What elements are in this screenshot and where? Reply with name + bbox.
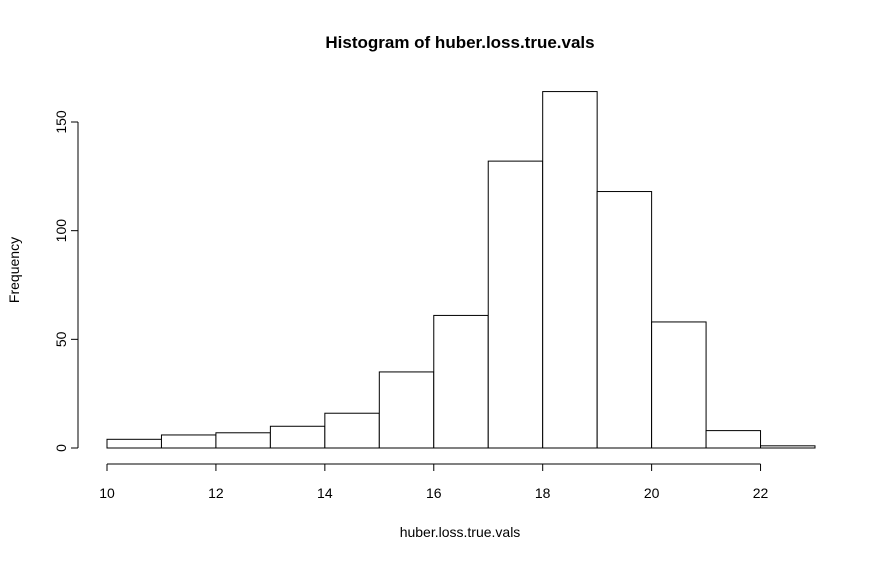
x-tick-label-14: 14 [317, 485, 333, 501]
histogram-bar-9 [596, 191, 653, 449]
y-tick-label-0: 0 [53, 444, 69, 452]
histogram-bar-5 [378, 371, 435, 449]
y-tick-label-150: 150 [53, 110, 69, 134]
y-axis: 0 50 100 150 [53, 110, 79, 452]
histogram-bar-7 [487, 160, 544, 449]
histogram-bar-4 [324, 412, 380, 449]
histogram-bar-2 [215, 432, 271, 449]
histogram-bar-8 [542, 91, 598, 449]
histogram-bar-3 [269, 425, 326, 449]
histogram-bar-10 [651, 321, 707, 449]
x-tick-label-16: 16 [426, 485, 442, 501]
chart-title: Histogram of huber.loss.true.vals [325, 33, 594, 52]
histogram-bar-12 [760, 445, 816, 449]
histogram-bar-11 [705, 430, 762, 449]
histogram-bar-6 [433, 314, 489, 449]
bars-group [106, 91, 816, 449]
x-tick-label-18: 18 [535, 485, 551, 501]
x-tick-label-22: 22 [753, 485, 769, 501]
x-tick-label-20: 20 [644, 485, 660, 501]
x-tick-label-12: 12 [208, 485, 224, 501]
histogram-bar-1 [160, 434, 217, 449]
y-tick-label-100: 100 [53, 219, 69, 243]
x-axis-label: huber.loss.true.vals [400, 524, 521, 540]
x-axis: 10 12 14 16 18 20 22 [99, 463, 769, 501]
x-tick-label-10: 10 [99, 485, 115, 501]
y-axis-label: Frequency [6, 237, 22, 303]
y-tick-label-50: 50 [53, 331, 69, 347]
histogram-bar-0 [106, 438, 162, 449]
